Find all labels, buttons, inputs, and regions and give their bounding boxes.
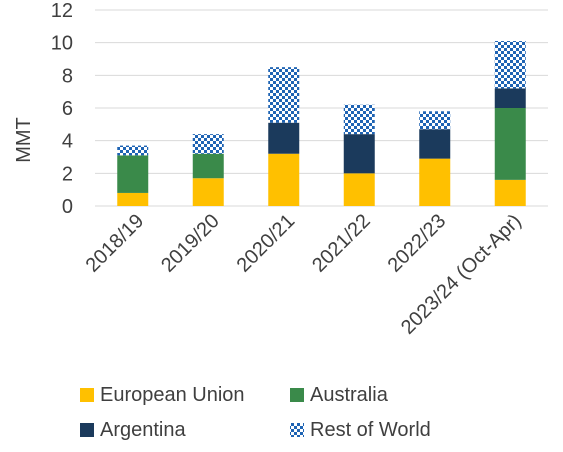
y-tick-label: 8 [62,65,73,87]
x-tick-label: 2020/21 [233,210,300,277]
legend-label: Australia [310,384,389,406]
bar-segment-rest-of-world [344,105,375,134]
bar-segment-australia [117,155,148,193]
y-tick-label: 2 [62,163,73,185]
legend: European Union Australia Argentina Rest of … [80,384,431,441]
x-tick-label: 2021/22 [308,210,375,277]
y-tick-label: 12 [51,0,73,22]
legend-swatch [80,388,94,402]
y-tick-label: 0 [62,196,73,218]
bar-segment-european-union [193,178,224,206]
bar-segment-european-union [117,193,148,206]
x-tick-label: 2018/19 [82,210,149,277]
x-tick-label: 2022/23 [384,210,451,277]
legend-swatch [80,423,94,437]
y-tick-label: 6 [62,98,73,120]
legend-label: Argentina [100,419,186,441]
bars [117,41,526,206]
y-axis-ticks: 0 2 4 6 8 10 12 [51,0,73,218]
legend-swatch [290,423,304,437]
legend-swatch [290,388,304,402]
legend-label: European Union [100,384,245,406]
y-tick-label: 4 [62,131,73,153]
bar-segment-rest-of-world [268,67,299,123]
bar-segment-argentina [344,134,375,173]
bar-segment-european-union [419,159,450,206]
bar-segment-australia [495,108,526,180]
bar-segment-rest-of-world [193,134,224,154]
bar-segment-rest-of-world [495,41,526,88]
x-axis-ticks: 2018/192019/202020/212021/222022/232023/… [82,210,526,339]
y-axis-label: MMT [13,117,35,163]
bar-segment-rest-of-world [117,146,148,156]
bar-segment-european-union [268,154,299,206]
bar-segment-european-union [344,173,375,206]
bar-segment-argentina [419,129,450,158]
bar-segment-argentina [268,123,299,154]
gridlines [95,10,548,206]
y-tick-label: 10 [51,33,73,55]
bar-segment-argentina [495,88,526,108]
bar-segment-rest-of-world [419,111,450,129]
bar-segment-australia [193,154,224,179]
bar-segment-european-union [495,180,526,206]
legend-label: Rest of World [310,419,431,441]
x-tick-label: 2019/20 [157,210,224,277]
